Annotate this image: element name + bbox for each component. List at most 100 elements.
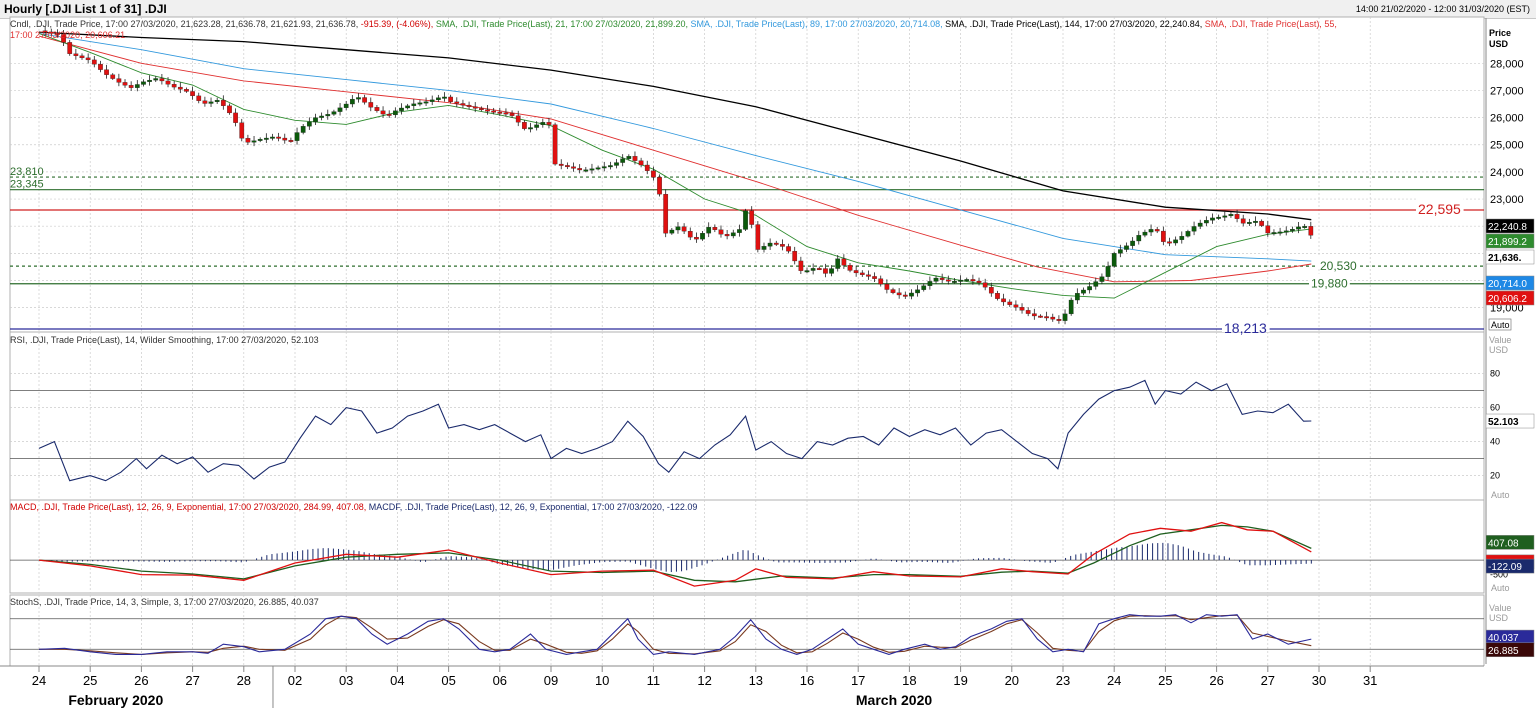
- candle: [202, 96, 208, 107]
- macd-legend-part-1: MACDF, .DJI, Trade Price(Last), 12, 26, …: [369, 502, 698, 512]
- x-tick-label: 02: [288, 673, 302, 688]
- stoch-k-line: [38, 614, 1312, 655]
- level-label-bg: [1222, 317, 1270, 333]
- candle-body: [1240, 218, 1246, 224]
- candle-body: [798, 260, 804, 271]
- candle-body: [214, 100, 220, 102]
- candle: [1136, 230, 1142, 245]
- candle: [177, 82, 183, 94]
- candle-body: [644, 164, 650, 171]
- candle: [116, 73, 122, 87]
- candle-body: [399, 107, 404, 111]
- candle-body: [85, 57, 91, 61]
- candle: [282, 133, 288, 144]
- candle-body: [128, 85, 134, 88]
- candle: [1222, 210, 1228, 222]
- candle-body: [497, 111, 503, 114]
- candle-body: [257, 138, 263, 141]
- price-tag: 20,714.0: [1485, 275, 1535, 291]
- x-tick-label: 09: [544, 673, 558, 688]
- candle-body: [970, 279, 976, 282]
- candle: [1124, 242, 1129, 253]
- candle: [1308, 221, 1314, 239]
- candle-body: [190, 91, 195, 97]
- candle: [1087, 282, 1092, 294]
- candle-body: [1130, 240, 1135, 246]
- candle-body: [1283, 230, 1289, 233]
- candle-body: [921, 285, 927, 290]
- candle: [700, 231, 705, 241]
- macd-panel-frame: [9, 499, 1485, 594]
- candle-body: [558, 163, 564, 166]
- price-tick-label: 28,000: [1490, 58, 1524, 70]
- candle-body: [1044, 316, 1049, 319]
- candle-body: [909, 292, 914, 297]
- candle-body: [380, 110, 386, 115]
- candle-body: [1296, 226, 1301, 230]
- candle: [663, 189, 669, 238]
- candle: [1179, 231, 1185, 244]
- candle-body: [300, 126, 306, 133]
- candle: [952, 278, 957, 284]
- candle: [1019, 303, 1025, 314]
- macd-last-tag-label: 407.08: [1488, 538, 1519, 549]
- candle: [528, 122, 533, 133]
- candle: [1056, 315, 1062, 324]
- candle-body: [724, 234, 730, 237]
- candle-body: [460, 103, 466, 106]
- macd-tick-label: -500: [1490, 570, 1508, 580]
- candle-body: [945, 279, 951, 282]
- candle-body: [423, 101, 429, 104]
- candle: [147, 75, 152, 86]
- x-tick-label: 10: [595, 673, 609, 688]
- rsi-header-1: Value: [1489, 335, 1511, 345]
- candle: [1210, 213, 1215, 224]
- candle: [503, 108, 509, 117]
- candle: [362, 94, 367, 105]
- candle-body: [98, 64, 103, 70]
- rsi-tick-label: 40: [1490, 437, 1500, 447]
- price-tag-label: 21,899.2: [1488, 237, 1527, 248]
- candle: [896, 288, 902, 299]
- candle-body: [1050, 316, 1056, 320]
- price-header-2: USD: [1489, 39, 1509, 49]
- x-tick-label: 31: [1363, 673, 1377, 688]
- candle-body: [79, 55, 85, 59]
- candle-body: [448, 96, 453, 102]
- stoch-last-tag: 26.885: [1485, 642, 1535, 658]
- candle-body: [368, 102, 374, 108]
- candle-body: [872, 276, 877, 279]
- candle-body: [1185, 231, 1191, 237]
- candle: [1068, 297, 1074, 316]
- candle: [1253, 216, 1258, 227]
- candle: [220, 95, 226, 110]
- macd-legend-part-0: MACD, .DJI, Trade Price(Last), 12, 26, 9…: [10, 502, 369, 512]
- candle-body: [1308, 226, 1314, 236]
- candle-body: [614, 162, 619, 166]
- candle: [737, 224, 742, 237]
- candle: [571, 162, 576, 172]
- candle: [804, 267, 810, 274]
- candle: [1277, 227, 1283, 236]
- x-tick-label: 19: [953, 673, 967, 688]
- price-tag-label: 20,714.0: [1488, 279, 1527, 290]
- candle: [1148, 224, 1154, 236]
- candle-body: [737, 229, 742, 233]
- x-tick-label: 17: [851, 673, 865, 688]
- candle-body: [792, 251, 798, 262]
- candle-body: [177, 86, 183, 90]
- candle: [159, 74, 165, 85]
- candle: [1025, 307, 1031, 317]
- candle: [73, 48, 79, 60]
- candle: [294, 127, 300, 145]
- price-tag: 20,606.2: [1485, 290, 1535, 306]
- candle: [1265, 220, 1271, 237]
- candle: [411, 99, 417, 110]
- candle-body: [571, 166, 576, 169]
- candle-body: [669, 229, 675, 234]
- candle: [472, 102, 478, 113]
- sma55-line: [38, 35, 1312, 283]
- candle: [1142, 229, 1148, 238]
- candle-body: [528, 127, 533, 130]
- candle: [601, 161, 607, 172]
